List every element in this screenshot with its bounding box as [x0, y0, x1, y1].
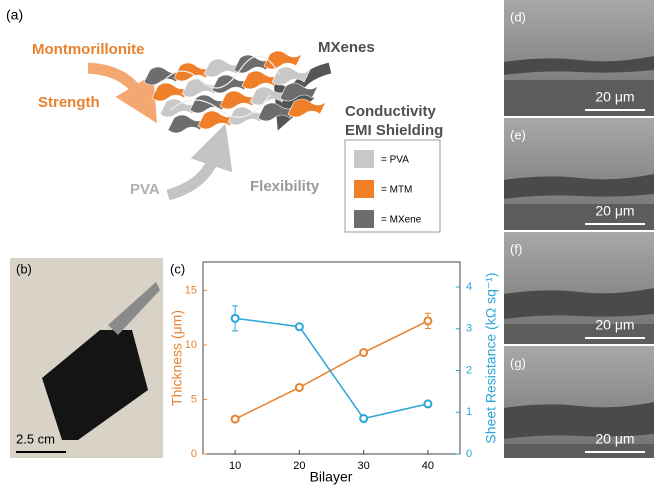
scale-label: 20 μm [595, 431, 634, 447]
point [232, 416, 239, 423]
label: MXenes [318, 39, 375, 56]
x-tick-label: 30 [358, 460, 370, 472]
panel-label: (d) [510, 9, 526, 24]
panel-label: (c) [170, 261, 185, 276]
y-tick-label: 15 [185, 284, 197, 296]
y2-tick-label: 1 [466, 406, 472, 418]
y-axis-label: Thickness (μm) [169, 310, 185, 406]
scale-label: 20 μm [595, 203, 634, 219]
legend-label: = PVA [381, 155, 409, 166]
sheet [264, 51, 302, 69]
y2-tick-label: 4 [466, 281, 472, 293]
x-axis-label: Bilayer [310, 469, 353, 485]
plot-frame [203, 262, 460, 454]
legend-swatch [354, 210, 374, 228]
y2-tick-label: 2 [466, 364, 472, 376]
y-tick-label: 10 [185, 339, 197, 351]
legend-label: = MXene [381, 215, 422, 226]
arrow [88, 68, 140, 95]
y2-tick-label: 0 [466, 448, 472, 460]
y2-tick-label: 3 [466, 323, 472, 335]
legend-swatch [354, 180, 374, 198]
point [424, 400, 431, 407]
point [424, 317, 431, 324]
x-tick-label: 20 [293, 460, 305, 472]
panel-label: (b) [16, 261, 32, 276]
label: Conductivity [345, 103, 436, 120]
x-tick-label: 10 [229, 460, 241, 472]
cross-section [504, 288, 654, 319]
point [232, 315, 239, 322]
panel-label: (g) [510, 355, 526, 370]
legend-swatch [354, 150, 374, 168]
point [360, 349, 367, 356]
scale-label: 20 μm [595, 317, 634, 333]
line [235, 321, 428, 419]
y-tick-label: 5 [191, 393, 197, 405]
legend-label: = MTM [381, 185, 412, 196]
sheet [288, 99, 326, 117]
point [360, 415, 367, 422]
y2-axis-label: Sheet Resistance (kΩ sq⁻¹) [483, 272, 499, 443]
arrow [168, 155, 215, 195]
scale-label: 20 μm [595, 89, 634, 105]
sheet [280, 83, 318, 101]
x-tick-label: 40 [422, 460, 434, 472]
point [296, 384, 303, 391]
line [235, 318, 428, 418]
label: PVA [130, 181, 160, 198]
point [296, 323, 303, 330]
panel-label: (f) [510, 241, 522, 256]
label: Strength [38, 94, 100, 111]
panel-label: (e) [510, 127, 526, 142]
panel-label: (a) [6, 7, 23, 23]
label: EMI Shielding [345, 122, 443, 139]
layered-structure [144, 51, 326, 133]
label: Montmorillonite [32, 41, 145, 58]
y-tick-label: 0 [191, 448, 197, 460]
label: Flexibility [250, 178, 320, 195]
figure: (a) Montmorillonite Strength MXenes Cond… [0, 0, 654, 490]
scale-label: 2.5 cm [16, 431, 55, 446]
